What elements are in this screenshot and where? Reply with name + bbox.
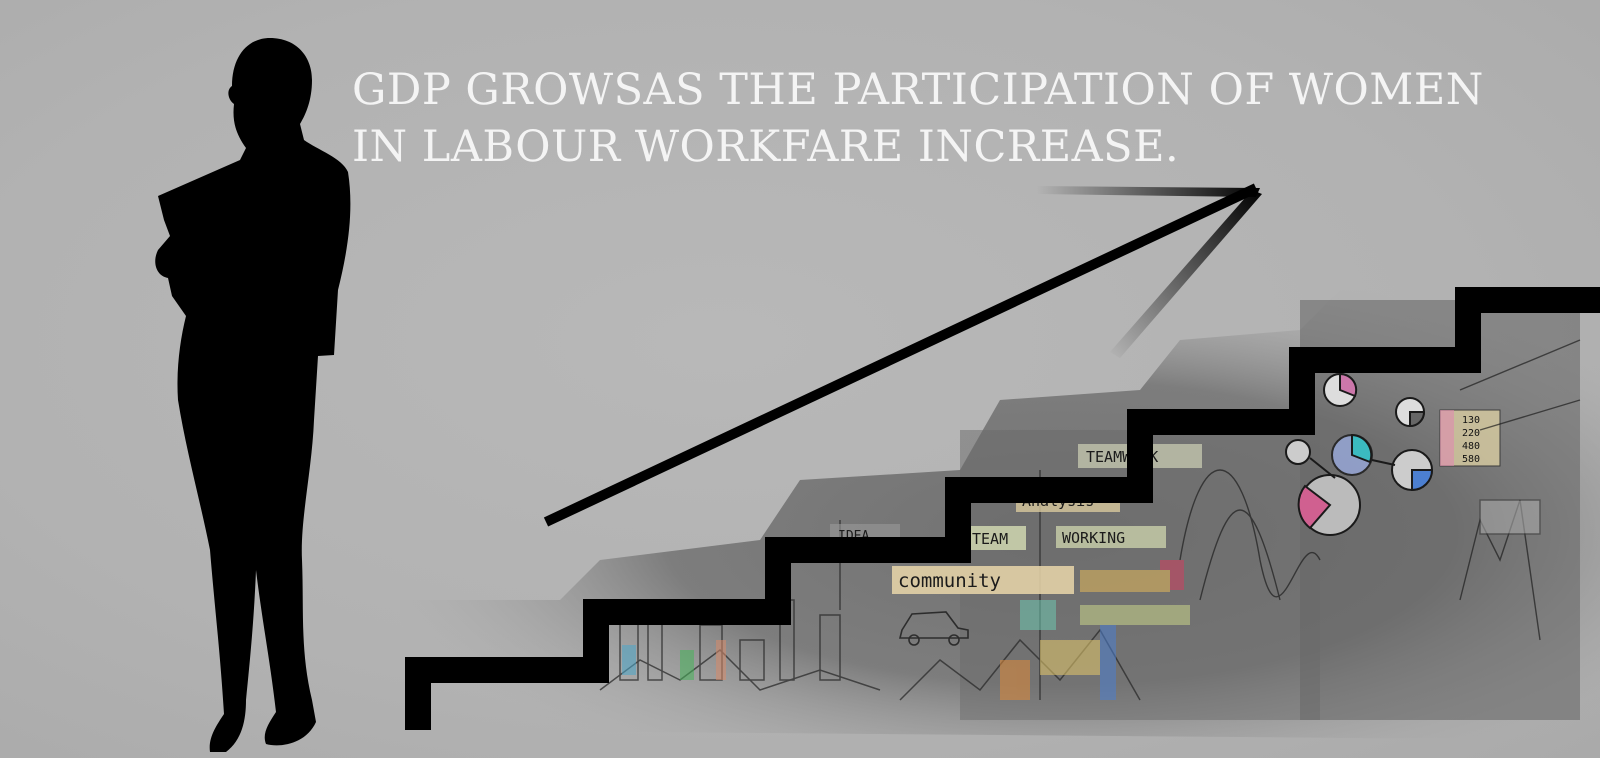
collage-label-community: community bbox=[898, 570, 1001, 592]
headline: GDP GROWSAS THE PARTICIPATION OF WOMEN I… bbox=[352, 62, 1572, 176]
table-cell-4: 580 bbox=[1462, 454, 1480, 465]
pie-chart-icon bbox=[1285, 372, 1434, 536]
growth-arrow-icon bbox=[543, 183, 1262, 527]
table-cell-1: 130 bbox=[1462, 415, 1480, 426]
collage-label-working: WORKING bbox=[1062, 529, 1125, 547]
woman-silhouette-icon bbox=[155, 38, 351, 752]
headline-line-2: IN LABOUR WORKFARE INCREASE. bbox=[352, 122, 1180, 172]
table-cell-3: 480 bbox=[1462, 441, 1480, 452]
staircase-icon bbox=[405, 287, 1600, 730]
collage-table: 130 220 480 580 bbox=[1439, 409, 1501, 467]
headline-line-1: GDP GROWSAS THE PARTICIPATION OF WOMEN bbox=[352, 65, 1484, 115]
collage-label-team: TEAM bbox=[972, 530, 1008, 548]
table-cell-2: 220 bbox=[1462, 428, 1480, 439]
